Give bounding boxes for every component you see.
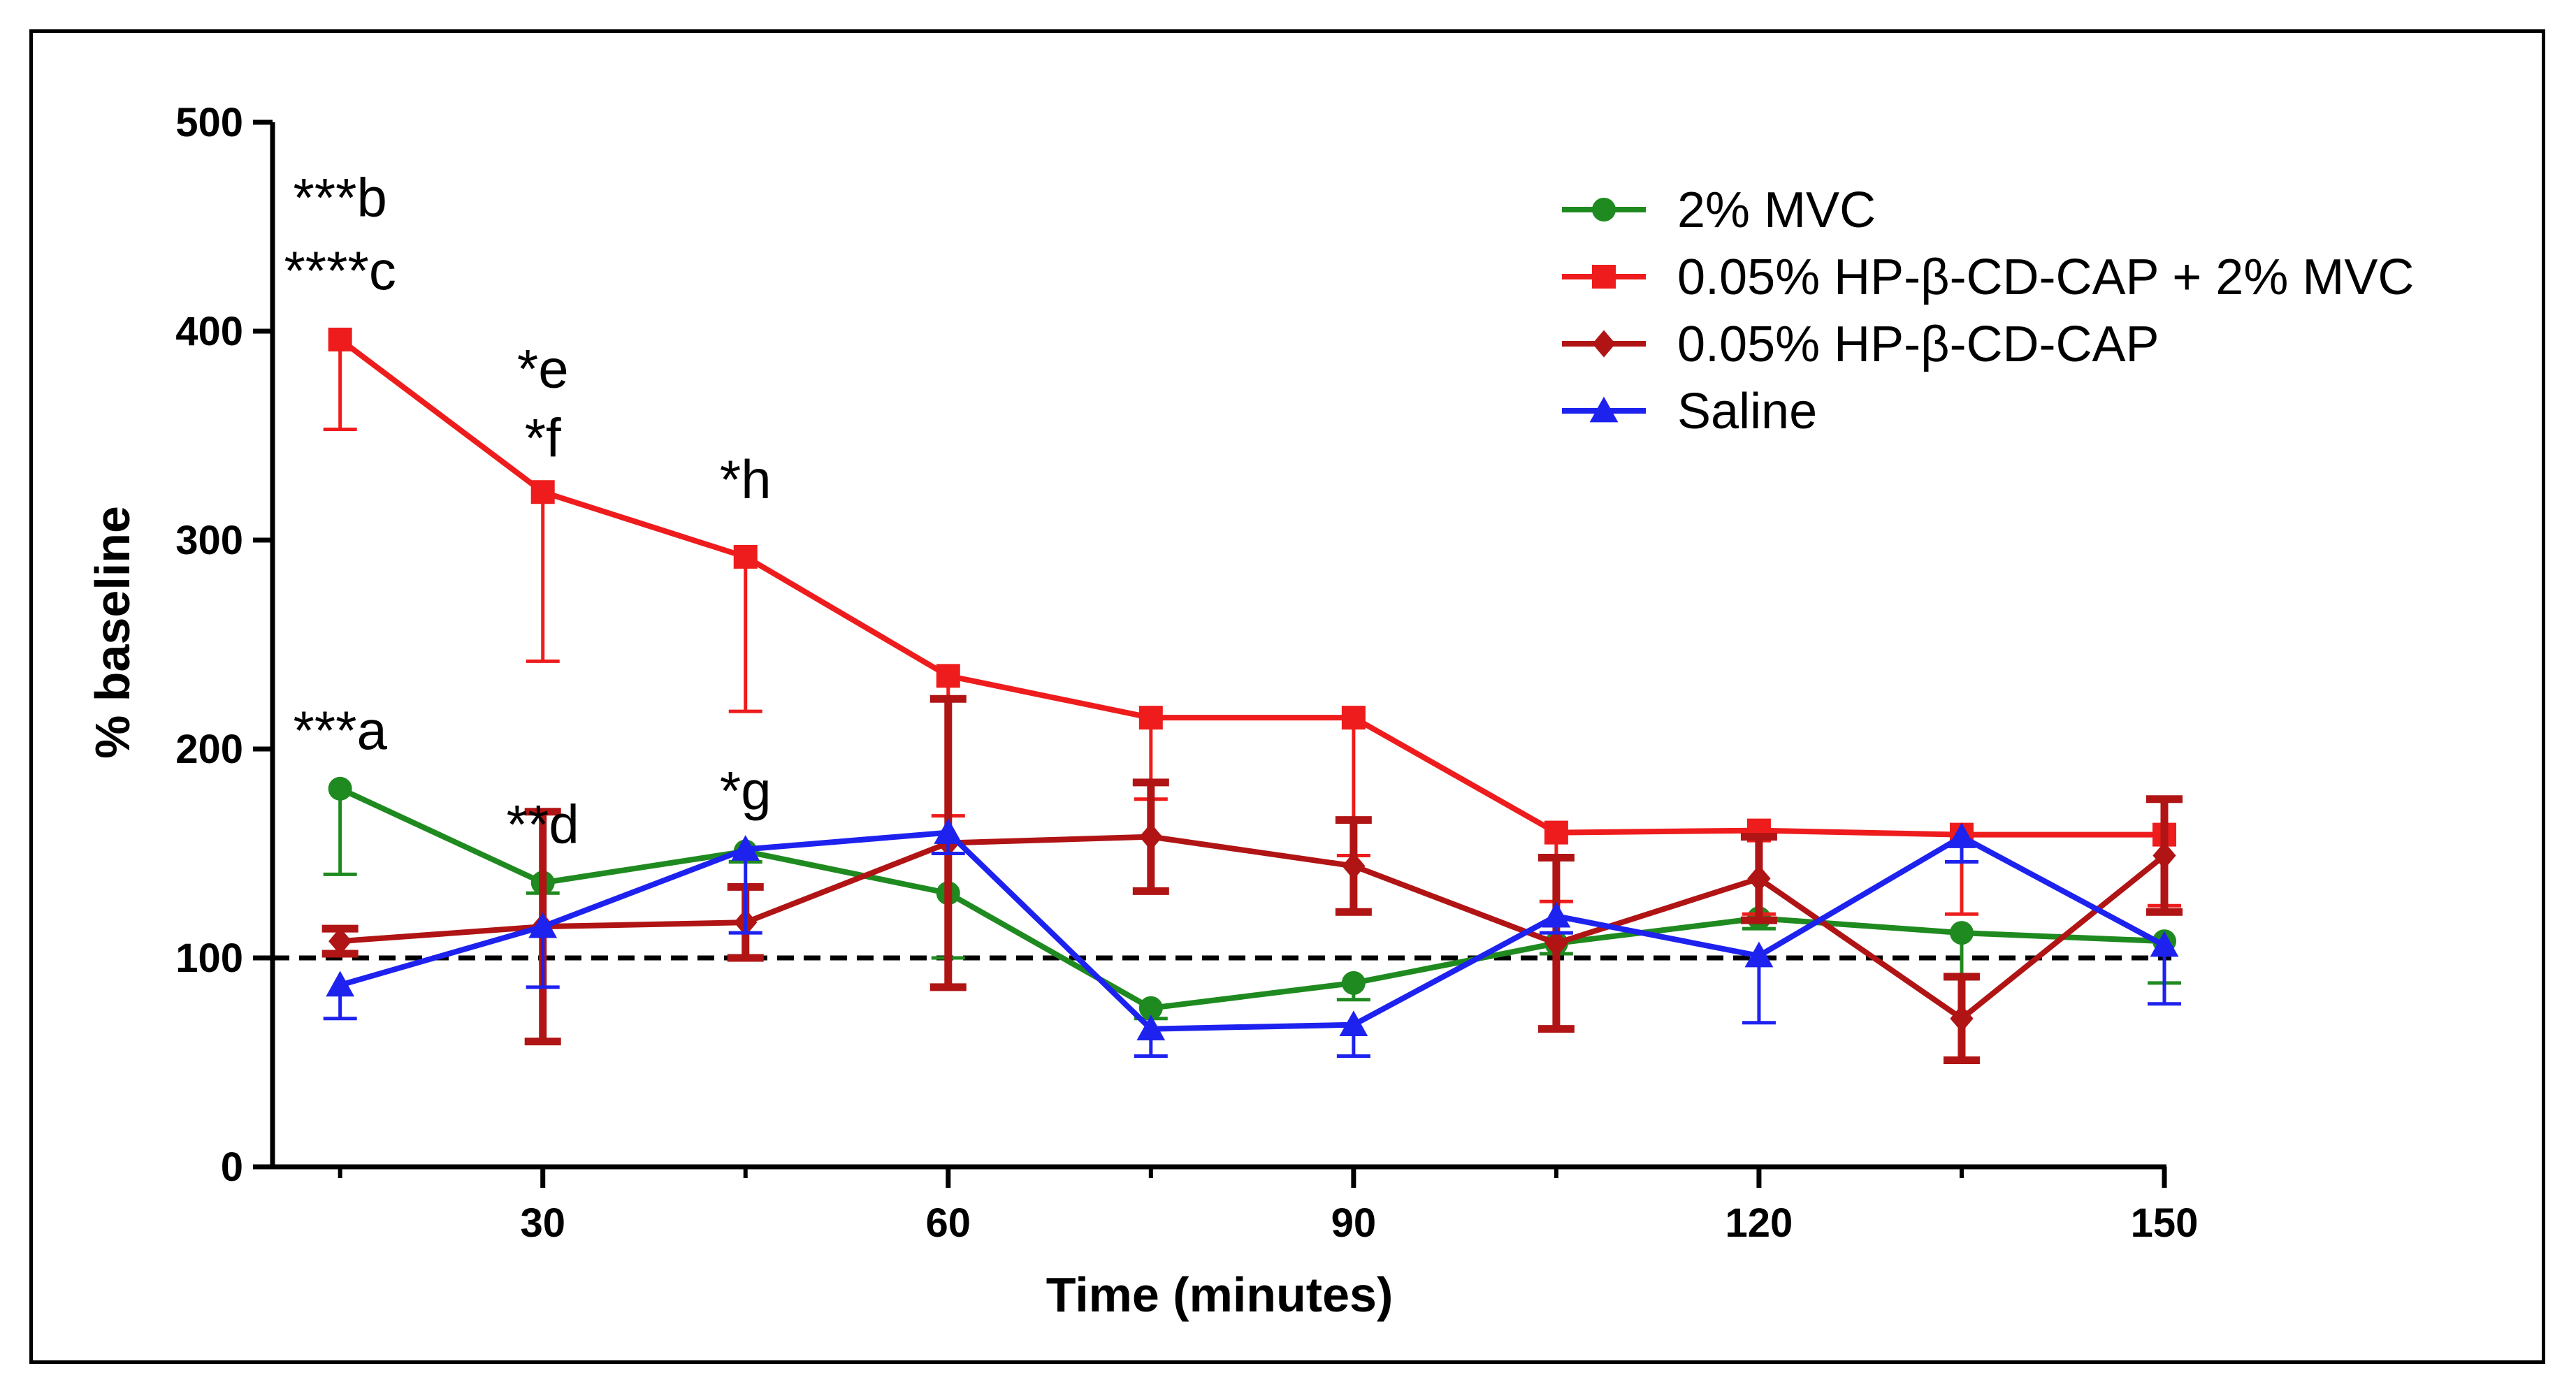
data-point [1136,1015,1166,1040]
x-tick-label: 60 [926,1200,971,1246]
significance-annotation: *h [720,449,772,510]
series-line [340,834,2166,1021]
legend-entry: 0.05% HP-β-CD-CAP + 2% MVC [1562,249,2414,305]
x-tick-label: 90 [1331,1200,1377,1246]
x-tick-label: 120 [1725,1200,1793,1246]
series-1 [323,327,2181,916]
annotations: ***b ****c *e *f *h ***a **d *g [284,167,771,855]
significance-annotation: ****c [284,240,396,301]
x-tick-label: 150 [2131,1200,2199,1246]
data-point [1744,941,1774,968]
data-point [530,480,555,504]
legend-entry: Saline [1562,384,1817,439]
significance-annotation: *e [517,338,569,400]
x-axis-label: Time (minutes) [1046,1267,1394,1322]
data-point [1544,929,1568,957]
legend: 2% MVC 0.05% HP-β-CD-CAP + 2% MVC 0.05% HP… [1562,182,2414,439]
data-point [1947,822,1976,848]
data-point [1342,852,1366,880]
series-line [338,786,2165,1011]
legend-label: 0.05% HP-β-CD-CAP [1677,317,2159,372]
x-tick-label: 30 [520,1200,565,1246]
y-tick-label: 500 [175,100,243,145]
data-point [1592,198,1616,221]
data-point [1544,820,1568,845]
legend-label: Saline [1677,384,1817,439]
data-point [328,776,352,801]
axes: 0 100 200 300 400 500 30 60 90 120 150 [175,100,2198,1246]
data-point [936,664,960,688]
significance-annotation: **d [507,794,579,855]
data-point [731,835,760,861]
y-tick-label: 400 [175,309,243,354]
y-tick-label: 300 [175,518,243,563]
y-axis-label: % baseline [85,506,140,759]
data-point [1589,396,1619,423]
data-point [528,912,558,938]
series-0 [323,776,2181,1021]
data-point [934,818,963,844]
data-point [1950,1005,1974,1033]
data-point [328,927,352,955]
data-point [328,327,352,351]
data-point [1138,706,1163,730]
data-point [2150,931,2179,957]
significance-annotation: *g [720,760,772,822]
data-point [1949,921,1974,945]
legend-label: 0.05% HP-β-CD-CAP + 2% MVC [1677,249,2414,305]
data-point [733,544,758,569]
series-line [338,337,2164,838]
legend-label: 2% MVC [1677,182,1876,238]
data-point [1592,330,1616,358]
significance-annotation: ***a [293,699,387,761]
y-tick-label: 200 [175,727,243,772]
series-line [339,829,2166,1032]
data-point [1747,864,1771,892]
data-point [1339,1010,1368,1036]
series-layer [321,327,2183,1065]
data-point [2152,841,2176,870]
series-3 [323,818,2181,1059]
data-point [1592,265,1616,289]
data-point [1341,970,1366,995]
data-point [1341,706,1366,730]
significance-annotation: *f [525,407,561,468]
data-point [326,970,355,997]
series-2 [321,695,2183,1065]
legend-entry: 2% MVC [1562,182,1876,238]
y-tick-label: 0 [221,1144,243,1190]
y-tick-label: 100 [175,936,243,981]
legend-entry: 0.05% HP-β-CD-CAP [1562,317,2159,372]
data-point [1139,823,1163,851]
data-point [1542,901,1571,928]
significance-annotation: ***b [293,167,386,228]
data-point [1138,996,1163,1020]
chart-frame [29,29,2545,1364]
